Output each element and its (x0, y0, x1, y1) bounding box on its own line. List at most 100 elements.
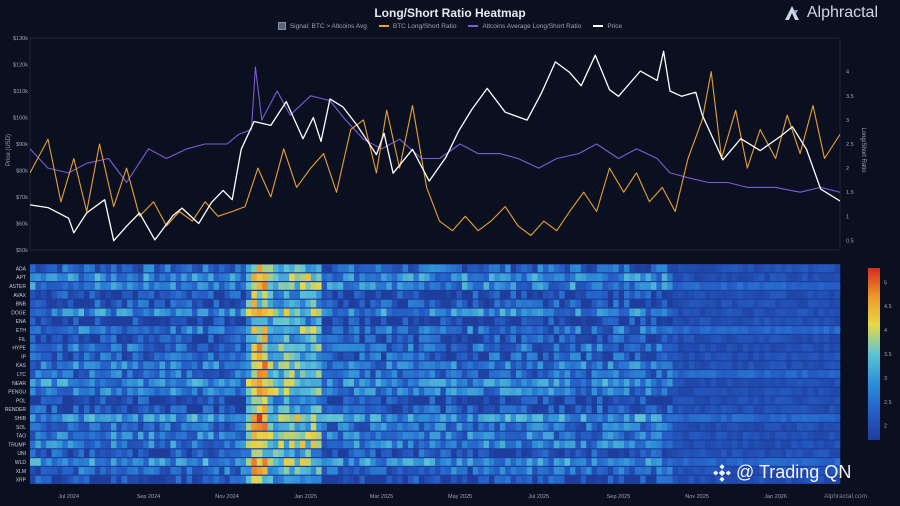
heatmap-cell (575, 299, 582, 308)
heatmap-cell (273, 396, 279, 405)
heatmap-cell (715, 405, 722, 413)
heatmap-cell (413, 326, 420, 334)
heatmap-cell (834, 449, 841, 457)
heatmap-cell (175, 361, 182, 369)
heatmap-cell (127, 379, 133, 387)
heatmap-cell (224, 396, 231, 405)
heatmap-cell (613, 414, 619, 422)
heatmap-cell (381, 431, 387, 440)
heatmap-cell (224, 467, 231, 475)
heatmap-cell (705, 352, 711, 361)
heatmap-cell (375, 387, 382, 396)
heatmap-cell (94, 326, 101, 334)
heatmap-cell (57, 414, 63, 422)
heatmap-cell (813, 264, 819, 273)
heatmap-cell (181, 282, 187, 290)
heatmap-cell (489, 317, 495, 325)
heatmap-cells (30, 264, 841, 484)
heatmap-cell (105, 475, 112, 484)
heatmap-cell (67, 449, 74, 457)
heatmap-cell (197, 352, 204, 361)
heatmap-cell (494, 299, 501, 308)
heatmap-cell (132, 282, 139, 290)
heatmap-cell (661, 308, 668, 317)
heatmap-cell (283, 396, 290, 405)
heatmap-cell (30, 291, 36, 299)
heatmap-cell (613, 440, 619, 449)
heatmap-cell (537, 308, 544, 317)
heatmap-cell (402, 467, 409, 475)
heatmap-cell (229, 370, 236, 378)
heatmap-cell (494, 414, 501, 422)
heatmap-cell (251, 414, 258, 422)
heatmap-cell (726, 317, 733, 325)
heatmap-cell (759, 440, 765, 449)
heatmap-cell (73, 370, 79, 378)
heatmap-cell (175, 440, 182, 449)
heatmap-cell (462, 282, 468, 290)
heatmap-cell (818, 414, 825, 422)
heatmap-cell (688, 264, 695, 273)
heatmap-cell (818, 396, 825, 405)
heatmap-cell (89, 335, 96, 343)
heatmap-cell (267, 343, 274, 352)
heatmap-cell (802, 361, 808, 369)
heatmap-cell (391, 379, 398, 387)
heatmap-cell (742, 308, 749, 317)
heatmap-cell (494, 423, 501, 431)
heatmap-cell (402, 291, 409, 299)
heatmap-cell (499, 308, 506, 317)
heatmap-cell (645, 264, 652, 273)
heatmap-cell (273, 308, 279, 317)
heatmap-cell (732, 449, 738, 457)
heatmap-cell (343, 335, 349, 343)
heatmap-cell (769, 335, 776, 343)
heatmap-cell (597, 308, 603, 317)
heatmap-cell (834, 370, 841, 378)
heatmap-cell (224, 423, 231, 431)
heatmap-cell (629, 282, 636, 290)
heatmap-cell (764, 370, 771, 378)
heatmap-cell (327, 370, 333, 378)
heatmap-cell (726, 361, 733, 369)
heatmap-cell (359, 379, 366, 387)
heatmap-cell (35, 273, 42, 281)
heatmap-cell (726, 273, 733, 281)
heatmap-cell (607, 343, 614, 352)
heatmap-cell (640, 299, 646, 308)
heatmap-cell (829, 396, 835, 405)
heatmap-cell (521, 291, 528, 299)
heatmap-cell (516, 440, 522, 449)
heatmap-cell (796, 387, 803, 396)
heatmap-cell (721, 431, 727, 440)
heatmap-cell (829, 414, 835, 422)
heatmap-cell (634, 405, 641, 413)
heatmap-cell (456, 396, 463, 405)
heatmap-cell (678, 440, 684, 449)
heatmap-cell (737, 458, 744, 466)
heatmap-cell (699, 291, 706, 299)
heatmap-cell (121, 343, 128, 352)
heatmap-cell (143, 440, 150, 449)
heatmap-cell (602, 291, 609, 299)
heatmap-cell (802, 405, 808, 413)
heatmap-cell (132, 317, 139, 325)
heatmap-cell (327, 299, 333, 308)
heatmap-cell (629, 423, 636, 431)
heatmap-cell (607, 299, 614, 308)
heatmap-cell (780, 282, 787, 290)
heatmap-cell (570, 396, 576, 405)
heatmap-cell (78, 273, 85, 281)
heatmap-cell (462, 370, 468, 378)
heatmap-cell (343, 308, 349, 317)
heatmap-cell (570, 467, 576, 475)
heatmap-cell (121, 405, 128, 413)
heatmap-cell (688, 405, 695, 413)
heatmap-cell (656, 335, 663, 343)
heatmap-cell (521, 396, 528, 405)
heatmap-cell (208, 308, 214, 317)
heatmap-cell (494, 291, 501, 299)
heatmap-cell (667, 423, 673, 431)
heatmap-cell (35, 379, 42, 387)
heatmap-cell (105, 431, 112, 440)
